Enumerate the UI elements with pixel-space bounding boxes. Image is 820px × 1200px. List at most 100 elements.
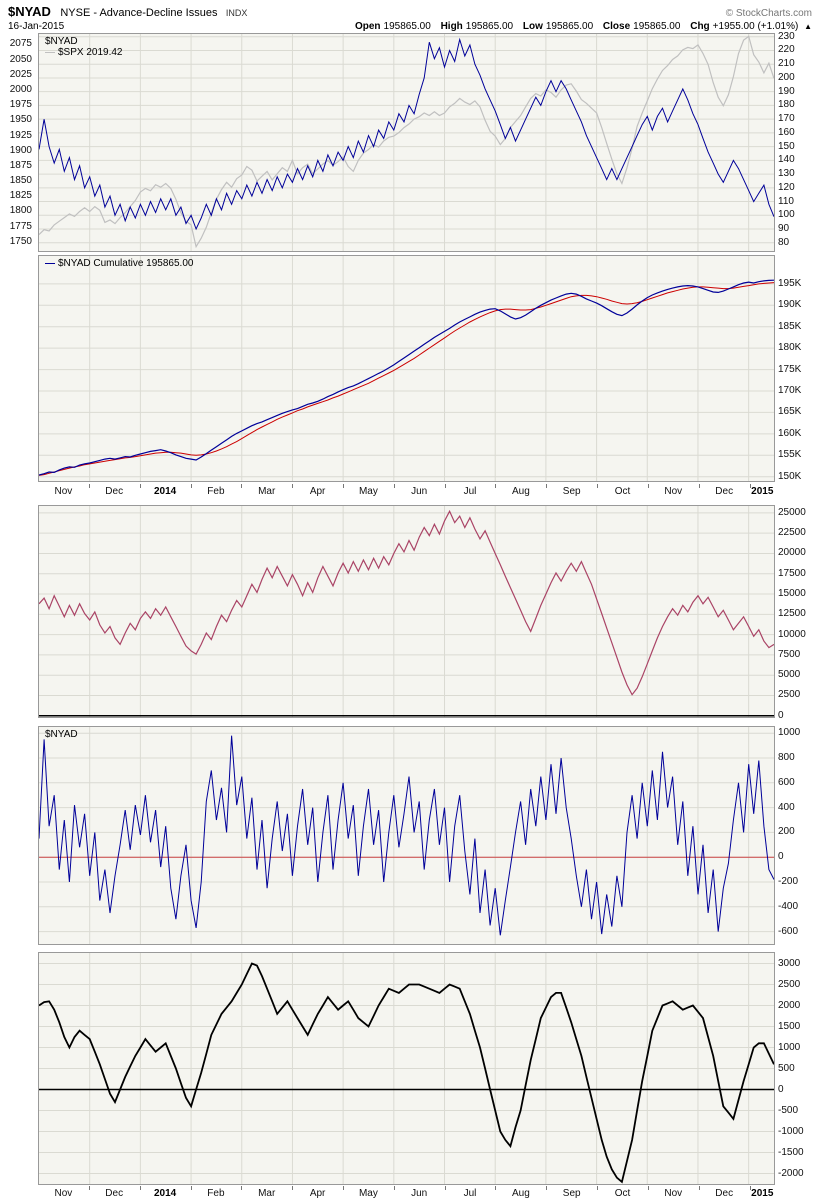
y-axis-label-left: 1975 (9, 99, 32, 110)
exchange-label: INDX (225, 8, 248, 18)
legend-dash-icon: — (45, 47, 55, 58)
panel-price-overlay (38, 33, 775, 252)
x-axis-tick (444, 1186, 446, 1190)
legend-label: $SPX 2019.42 (58, 47, 123, 58)
y-axis-label-right: 1000 (778, 727, 801, 738)
y-axis-label-right: 2500 (778, 979, 801, 990)
y-axis-label-right: 190K (778, 299, 802, 310)
y-axis-label-right: 20000 (778, 547, 806, 558)
y-axis-label-right: 2500 (778, 689, 801, 700)
y-axis-label-right: 5000 (778, 669, 801, 680)
legend-item: — $SPX 2019.42 (45, 47, 123, 58)
x-axis-tick (190, 484, 192, 488)
x-axis-tick (749, 1186, 751, 1190)
x-axis-tick (241, 484, 243, 488)
series-SPX (39, 35, 774, 249)
legend-label: $NYAD (45, 729, 78, 740)
y-axis-label-right: 1000 (778, 1042, 801, 1053)
x-axis-month-label: Feb (207, 1188, 225, 1199)
y-axis-label-right: 80 (778, 237, 790, 248)
y-axis-label-right: 1500 (778, 1021, 801, 1032)
instrument-name: NYSE - Advance-Decline Issues (60, 7, 218, 19)
x-axis-tick (343, 1186, 344, 1190)
y-axis-label-left: 1950 (9, 114, 32, 125)
high-value: 195865.00 (465, 21, 514, 32)
header-row-1: $NYAD NYSE - Advance-Decline Issues INDX… (8, 3, 812, 21)
x-axis-tick (292, 1186, 294, 1190)
y-axis-label-left: 2075 (9, 38, 32, 49)
legend-nyad-daily: $NYAD (45, 729, 78, 740)
open-value: 195865.00 (383, 21, 431, 32)
chg-value: +1955.00 (+1.01%) (712, 21, 799, 32)
y-axis-label-left: 2000 (9, 84, 32, 95)
y-axis-label-right: 230 (778, 31, 795, 42)
x-axis-month-label: Nov (54, 486, 73, 497)
y-axis-label-right: 190 (778, 86, 795, 97)
ticker-symbol: $NYAD (8, 4, 51, 19)
legend-dash-icon: — (45, 258, 55, 269)
y-axis-label-right: 150K (778, 471, 802, 482)
y-axis-label-right: 12500 (778, 608, 806, 619)
y-axis-label-right: -400 (778, 901, 799, 912)
x-axis-month-label: Dec (105, 1188, 124, 1199)
y-axis-label-right: 3000 (778, 958, 801, 969)
plot-breadth-indicator (39, 506, 774, 717)
chg-label: Chg (690, 21, 710, 32)
y-axis-label-right: 160K (778, 428, 802, 439)
plot-price-overlay (39, 34, 774, 251)
y-axis-label-right: 170K (778, 385, 802, 396)
x-axis-month-label: Dec (715, 486, 734, 497)
y-axis-label-right: 600 (778, 777, 795, 788)
legend-price-overlay: $NYAD — $SPX 2019.42 (45, 36, 123, 58)
y-axis-label-right: 400 (778, 802, 795, 813)
legend-item: — $NYAD Cumulative 195865.00 (45, 258, 193, 269)
panel-breadth-indicator (38, 505, 775, 718)
series-NYAD (39, 37, 774, 231)
y-axis-label-left: 1800 (9, 205, 32, 216)
x-axis-month-label: May (358, 486, 378, 497)
x-axis-tick (495, 1186, 497, 1190)
y-axis-label-right: -1000 (778, 1126, 804, 1137)
x-axis-month-label: Feb (207, 486, 225, 497)
x-axis-month-label: 2014 (153, 1188, 177, 1199)
y-axis-label-right: -600 (778, 926, 799, 937)
y-axis-label-right: 15000 (778, 588, 806, 599)
x-axis-tick (495, 484, 497, 488)
y-axis-label-right: 220 (778, 44, 795, 55)
y-axis-label-right: 110 (778, 196, 794, 207)
plot-nyad-cumulative (39, 256, 774, 481)
series-nyad-daily (39, 735, 774, 936)
x-axis-tick (647, 1186, 649, 1190)
x-axis-month-label: Nov (664, 1188, 683, 1199)
y-axis-label-right: -200 (778, 876, 799, 887)
panel-nyad-smoothed (38, 952, 775, 1185)
x-axis-month-label: Jul (463, 486, 477, 497)
x-axis-tick (139, 1186, 141, 1190)
x-axis-month-label: 2015 (751, 1188, 774, 1199)
y-axis-label-right: 10000 (778, 629, 806, 640)
x-axis-tick (698, 484, 700, 488)
y-axis-label-right: 180 (778, 99, 795, 110)
x-axis-month-label: Sep (562, 486, 581, 497)
y-axis-label-right: 180K (778, 342, 802, 353)
x-axis-tick (444, 484, 446, 488)
y-axis-label-right: 140 (778, 154, 795, 165)
y-axis-label-left: 1825 (9, 190, 32, 201)
legend-item: $NYAD (45, 36, 123, 47)
x-axis-month-label: 2015 (751, 486, 774, 497)
y-axis-label-right: 800 (778, 752, 795, 763)
chart-date: 16-Jan-2015 (8, 21, 65, 32)
y-axis-label-right: 0 (778, 710, 784, 721)
y-axis-label-right: 17500 (778, 568, 806, 579)
x-axis-month-label: Oct (614, 1188, 631, 1199)
x-axis-tick (393, 1186, 395, 1190)
instrument-block: $NYAD NYSE - Advance-Decline Issues INDX (8, 3, 247, 21)
series-cumulative-ma (39, 282, 774, 476)
y-axis-label-right: 25000 (778, 507, 806, 518)
x-axis-tick (597, 1186, 599, 1190)
x-axis-month-label: Apr (309, 1188, 326, 1199)
x-axis-month-label: Nov (54, 1188, 73, 1199)
x-axis-tick (647, 484, 649, 488)
x-axis-month-label: Sep (562, 1188, 581, 1199)
